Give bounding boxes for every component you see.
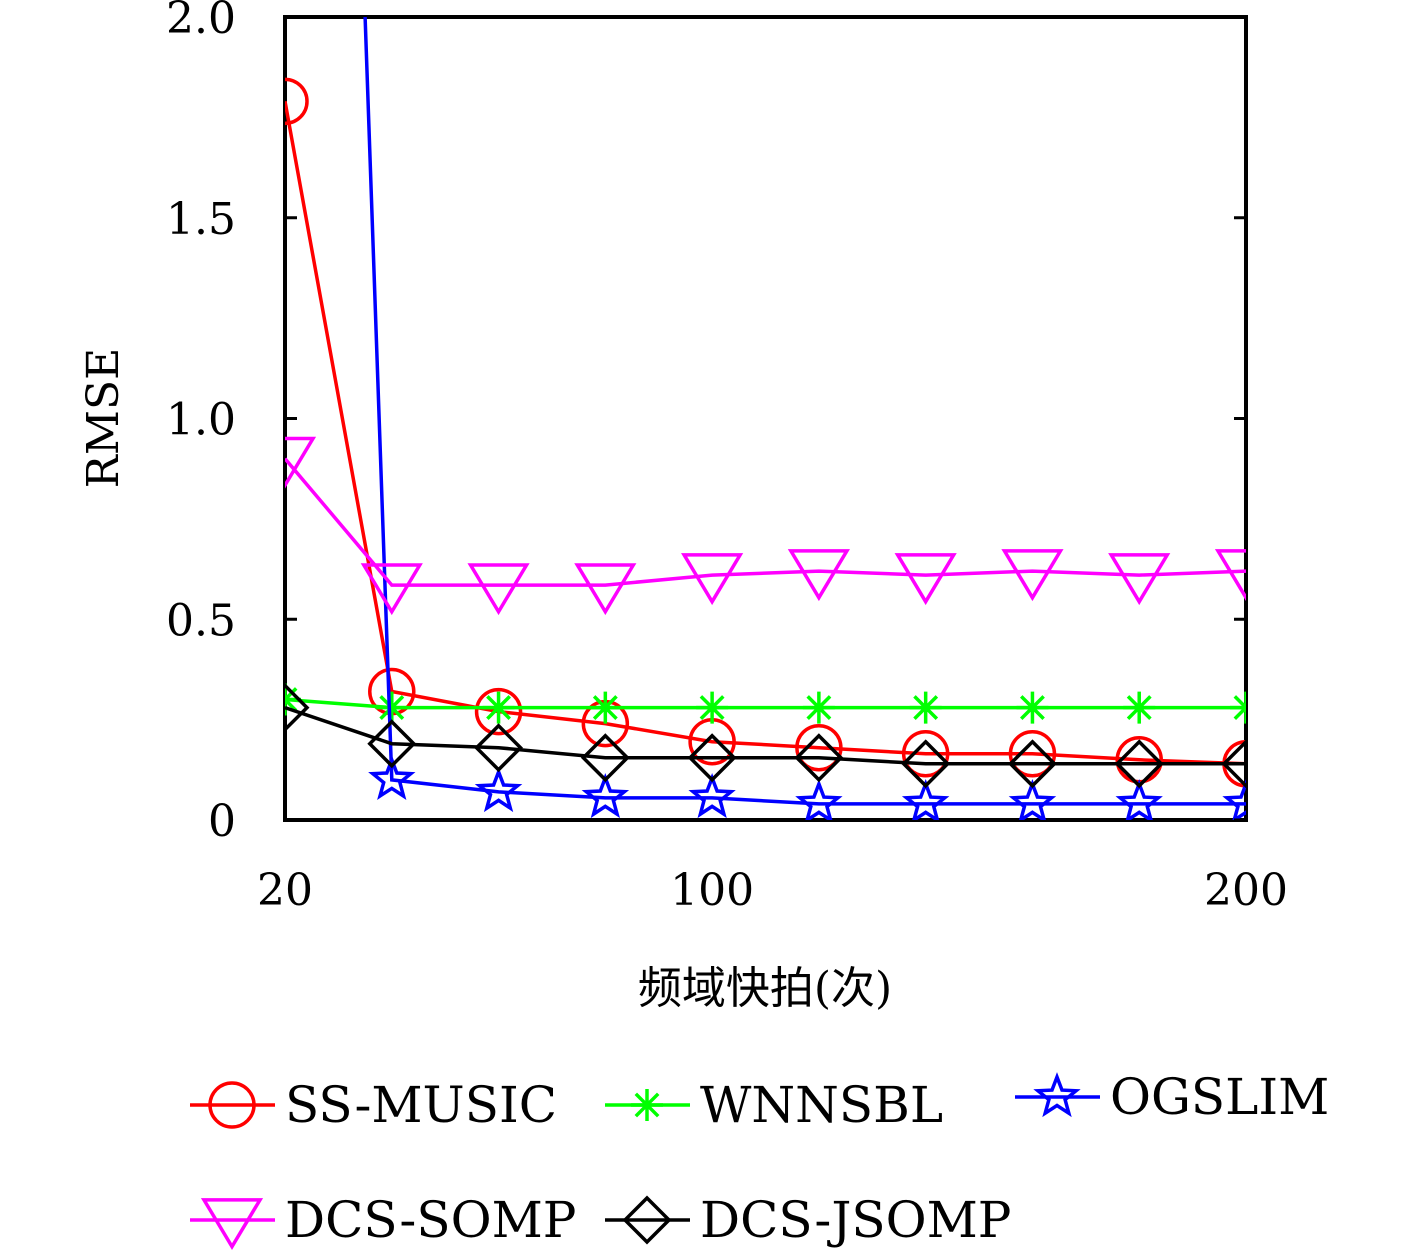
- series-line-dcs-jsomp: [285, 705, 1246, 766]
- plot-area: [283, 15, 1248, 822]
- data-point-ogslim: [581, 772, 630, 819]
- data-point-dcs-jsomp: [474, 723, 524, 773]
- data-point-dcs-jsomp: [580, 733, 630, 783]
- legend-label-dcs-jsomp: DCS-JSOMP: [700, 1191, 1011, 1249]
- legend-label-ogslim: OGSLIM: [1110, 1068, 1329, 1126]
- series-line-dcs-somp: [285, 457, 1246, 587]
- data-point-wnnsbl: [1230, 691, 1246, 724]
- series-line-wnnsbl: [285, 697, 1246, 710]
- legend-label-dcs-somp: DCS-SOMP: [285, 1191, 576, 1249]
- series-line-ogslim: [363, 17, 1246, 806]
- data-point-ogslim: [901, 778, 950, 820]
- data-point-wnnsbl: [909, 691, 942, 724]
- y-tick-labels: 0 0.5 1.0 1.5 2.0: [166, 0, 236, 847]
- data-point-dcs-somp: [1108, 553, 1171, 606]
- y-axis-label: RMSE: [78, 348, 129, 488]
- data-point-wnnsbl: [482, 691, 515, 724]
- data-point-ogslim: [474, 766, 523, 813]
- data-point-dcs-somp: [467, 563, 530, 616]
- y-tick-label: 0.5: [166, 595, 236, 646]
- data-point-wnnsbl: [1123, 691, 1156, 724]
- data-point-ogslim: [1008, 778, 1057, 820]
- data-point-dcs-somp: [285, 436, 317, 489]
- data-point-dcs-somp: [360, 563, 423, 616]
- y-tick-label: 2.0: [166, 0, 236, 44]
- data-point-dcs-somp: [1001, 549, 1064, 602]
- series-wnnsbl: [285, 683, 1246, 724]
- data-point-ss-music: [285, 77, 309, 126]
- legend-marker-ogslim: [1033, 1072, 1081, 1118]
- data-point-dcs-somp: [681, 553, 744, 606]
- data-point-wnnsbl: [375, 691, 408, 724]
- y-tick-label: 1.0: [166, 395, 236, 446]
- data-point-dcs-jsomp: [687, 733, 737, 783]
- legend: SS-MUSIC WNNSBL OGSLIM DCS-SOMP DCS-JSOMP: [190, 1068, 1329, 1251]
- x-tick-labels: 20 100 200: [257, 865, 1288, 916]
- legend-label-wnnsbl: WNNSBL: [700, 1076, 943, 1134]
- y-tick-label: 0: [208, 796, 236, 847]
- series-ogslim: [363, 17, 1246, 820]
- data-point-dcs-jsomp: [285, 683, 310, 733]
- x-tick-label: 20: [257, 865, 313, 916]
- series-group: [285, 17, 1246, 820]
- legend-item-ogslim: OGSLIM: [1015, 1068, 1329, 1126]
- data-point-dcs-jsomp: [1221, 739, 1246, 789]
- legend-item-wnnsbl: WNNSBL: [605, 1076, 943, 1134]
- tick-marks: [285, 15, 1246, 822]
- legend-item-ss-music: SS-MUSIC: [190, 1076, 557, 1134]
- y-tick-label: 1.5: [166, 194, 236, 245]
- data-point-dcs-jsomp: [794, 733, 844, 783]
- legend-marker-wnnsbl: [631, 1089, 663, 1121]
- data-point-wnnsbl: [1016, 691, 1049, 724]
- data-point-ogslim: [795, 778, 843, 820]
- data-point-dcs-somp: [1214, 549, 1246, 602]
- series-line-ss-music: [285, 100, 1246, 766]
- data-point-dcs-jsomp: [901, 739, 951, 789]
- data-point-ss-music: [474, 687, 523, 736]
- data-point-ss-music: [901, 730, 950, 778]
- data-point-dcs-jsomp: [1007, 739, 1057, 789]
- legend-marker-dcs-somp: [200, 1198, 264, 1251]
- series-ss-music: [285, 77, 1246, 788]
- legend-item-dcs-jsomp: DCS-JSOMP: [605, 1191, 1011, 1249]
- x-axis-label: 频域快拍(次): [638, 963, 892, 1014]
- data-point-ogslim: [368, 754, 416, 800]
- x-tick-label: 200: [1204, 865, 1288, 916]
- data-point-dcs-jsomp: [1114, 739, 1164, 789]
- data-point-ogslim: [1222, 778, 1246, 820]
- data-point-dcs-somp: [894, 553, 957, 606]
- data-point-wnnsbl: [802, 691, 835, 724]
- data-point-dcs-somp: [787, 549, 850, 602]
- data-point-ogslim: [1115, 778, 1163, 820]
- data-point-wnnsbl: [696, 691, 729, 724]
- data-point-ogslim: [688, 772, 736, 819]
- data-point-ss-music: [795, 723, 843, 772]
- data-point-wnnsbl: [589, 691, 622, 724]
- data-point-dcs-jsomp: [367, 719, 417, 769]
- data-point-dcs-somp: [574, 563, 637, 616]
- legend-item-dcs-somp: DCS-SOMP: [190, 1191, 576, 1251]
- legend-marker-dcs-jsomp: [622, 1195, 672, 1245]
- series-dcs-somp: [285, 436, 1246, 616]
- series-dcs-jsomp: [285, 683, 1246, 789]
- x-tick-label: 100: [670, 865, 754, 916]
- legend-marker-ss-music: [208, 1081, 256, 1129]
- data-point-ss-music: [1008, 730, 1057, 778]
- legend-label-ss-music: SS-MUSIC: [285, 1076, 557, 1134]
